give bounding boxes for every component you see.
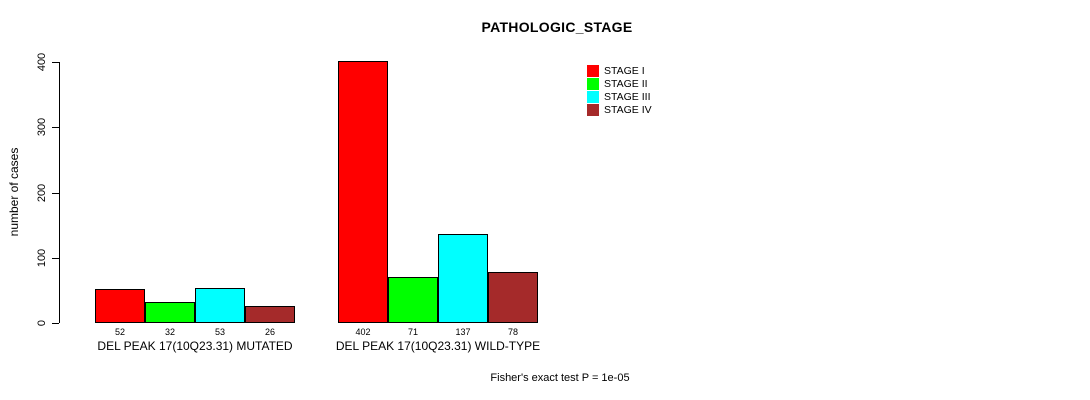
- y-axis-tick-label-text: 200: [36, 183, 48, 202]
- y-axis-label-text: number of cases: [7, 147, 21, 237]
- bar-stage-ii: [145, 302, 195, 323]
- legend-swatch: [587, 64, 599, 77]
- bar-stage-ii: [388, 276, 438, 323]
- legend-label: STAGE IV: [604, 103, 652, 116]
- chart-title: PATHOLOGIC_STAGE: [481, 19, 633, 35]
- y-axis-tick: [52, 257, 59, 259]
- bar-value-label: 402: [355, 327, 371, 337]
- bar-value-label: 53: [214, 327, 225, 337]
- bar-stage-iv: [488, 272, 538, 323]
- legend: STAGE I STAGE II STAGE III STAGE IV: [587, 64, 652, 116]
- group-label: DEL PEAK 17(10Q23.31) WILD-TYPE: [335, 339, 541, 353]
- legend-swatch: [587, 77, 599, 90]
- y-axis-tick: [52, 127, 59, 129]
- legend-item-stage-iv: STAGE IV: [587, 103, 652, 116]
- legend-swatch: [587, 103, 599, 116]
- y-axis-line: [59, 62, 60, 323]
- legend-label: STAGE III: [604, 90, 651, 103]
- y-axis-tick: [52, 323, 59, 324]
- y-axis-tick-label-text: 400: [36, 52, 48, 72]
- bar-value-label: 78: [507, 327, 518, 337]
- legend-item-stage-iii: STAGE III: [587, 90, 652, 103]
- legend-swatch: [587, 90, 599, 103]
- bar-value-label: 26: [264, 327, 275, 337]
- y-axis-tick-label-text: 100: [36, 248, 48, 267]
- legend-item-stage-i: STAGE I: [587, 64, 652, 77]
- bar-value-label: 52: [114, 327, 125, 337]
- footnote: Fisher's exact test P = 1e-05: [490, 372, 630, 384]
- y-axis-tick-label-text: 300: [36, 118, 48, 137]
- bar-value-label: 32: [164, 327, 175, 337]
- group-label: DEL PEAK 17(10Q23.31) MUTATED: [97, 339, 293, 353]
- bar-value-label: 71: [407, 327, 418, 337]
- legend-label: STAGE II: [604, 77, 648, 90]
- y-axis-tick-label-text: 0: [36, 319, 48, 327]
- bar-stage-i: [95, 289, 145, 323]
- bar-stage-i: [338, 60, 388, 323]
- legend-item-stage-ii: STAGE II: [587, 77, 652, 90]
- bar-value-label: 137: [455, 327, 471, 337]
- legend-label: STAGE I: [604, 64, 645, 77]
- bar-stage-iii: [195, 288, 245, 323]
- bar-stage-iv: [245, 306, 295, 323]
- y-axis-tick: [52, 192, 59, 194]
- bar-stage-iii: [438, 233, 488, 323]
- y-axis-tick: [52, 62, 59, 63]
